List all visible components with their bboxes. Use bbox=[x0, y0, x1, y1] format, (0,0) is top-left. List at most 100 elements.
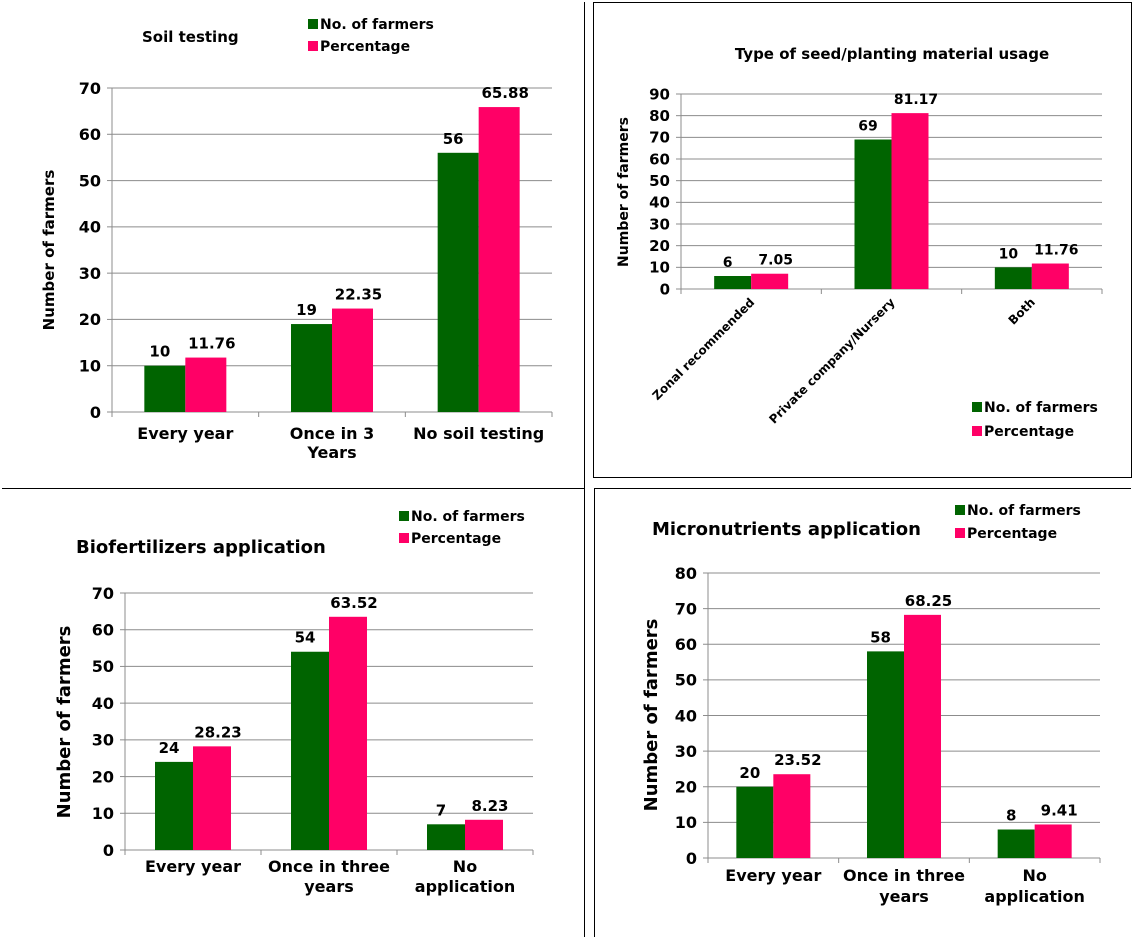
x-category-label: Zonal recommended bbox=[650, 295, 758, 403]
data-label: 24 bbox=[159, 739, 180, 757]
bar-percentage bbox=[193, 746, 231, 850]
bar-no-of-farmers bbox=[997, 829, 1035, 858]
chart-title: Biofertilizers application bbox=[76, 537, 326, 558]
y-tick-label: 0 bbox=[660, 280, 670, 298]
bar-percentage bbox=[329, 616, 367, 850]
data-label: 8 bbox=[1006, 807, 1016, 825]
x-category-label: No bbox=[1022, 866, 1046, 885]
x-category-label: No bbox=[453, 857, 477, 876]
bar-percentage bbox=[478, 107, 520, 413]
y-tick-label: 40 bbox=[649, 194, 670, 212]
y-tick-label: 50 bbox=[675, 671, 697, 690]
y-tick-label: 20 bbox=[649, 237, 670, 255]
x-category-label: Every year bbox=[137, 424, 233, 443]
legend-label: Percentage bbox=[411, 531, 501, 547]
data-label: 58 bbox=[870, 628, 891, 646]
chart-biofertilizers: 0 10 20 30 40 50 60 70 24 28.23 Every year 54 63.52 O… bbox=[2, 488, 585, 937]
chart-micronutrients: 0 10 20 30 40 50 60 70 80 20 23.52 Every year 58 68.2… bbox=[594, 488, 1131, 937]
bar-no-of-farmers bbox=[994, 267, 1032, 289]
bar-no-of-farmers bbox=[291, 324, 332, 412]
chart-title: Type of seed/planting material usage bbox=[735, 45, 1049, 63]
data-label: 8.23 bbox=[471, 797, 508, 815]
x-category-label: Private company/Nursery bbox=[766, 295, 897, 426]
data-label: 56 bbox=[443, 130, 464, 148]
y-tick-label: 80 bbox=[649, 107, 670, 125]
bar-percentage bbox=[1031, 263, 1069, 289]
y-axis-label: Number of farmers bbox=[40, 170, 58, 331]
chart-title: Soil testing bbox=[142, 28, 239, 46]
chart-seed-material: 0 10 20 30 40 50 60 70 80 90 6 7.05 Zonal recommende… bbox=[593, 2, 1132, 478]
bar-no-of-farmers bbox=[427, 824, 465, 850]
y-tick-label: 10 bbox=[92, 804, 114, 823]
data-label: 23.52 bbox=[774, 751, 821, 769]
y-tick-label: 50 bbox=[79, 171, 101, 190]
y-tick-label: 30 bbox=[92, 731, 114, 750]
y-tick-label: 20 bbox=[92, 767, 114, 786]
y-tick-label: 0 bbox=[90, 403, 101, 422]
y-tick-label: 0 bbox=[686, 849, 697, 868]
y-tick-label: 0 bbox=[103, 841, 114, 860]
legend-swatch bbox=[399, 533, 409, 543]
bar-percentage bbox=[1034, 824, 1072, 858]
chart-seed-material-svg: 0 10 20 30 40 50 60 70 80 90 6 7.05 Zonal recommende… bbox=[616, 45, 1103, 440]
legend-label: Percentage bbox=[967, 526, 1057, 542]
bar-no-of-farmers bbox=[736, 786, 774, 858]
bar-percentage bbox=[751, 273, 789, 289]
data-label: 19 bbox=[296, 301, 317, 319]
data-label: 20 bbox=[739, 764, 760, 782]
chart-biofertilizers-svg: 0 10 20 30 40 50 60 70 24 28.23 Every year 54 63.52 O… bbox=[54, 509, 534, 896]
data-label: 63.52 bbox=[330, 594, 377, 612]
legend-label: No. of farmers bbox=[411, 509, 525, 525]
y-axis-label: Number of farmers bbox=[641, 619, 662, 812]
bar-no-of-farmers bbox=[714, 276, 752, 289]
x-category-label: Once in three bbox=[268, 857, 390, 876]
legend-label: No. of farmers bbox=[320, 17, 434, 33]
data-label: 54 bbox=[295, 629, 316, 647]
x-category-label: Years bbox=[306, 443, 356, 462]
x-category-label: Both bbox=[1006, 295, 1038, 327]
y-tick-label: 10 bbox=[675, 813, 697, 832]
data-label: 10 bbox=[149, 343, 170, 361]
bar-percentage bbox=[904, 614, 941, 858]
data-label: 69 bbox=[858, 119, 877, 135]
legend-swatch bbox=[972, 402, 982, 412]
y-tick-label: 60 bbox=[79, 125, 101, 144]
bar-percentage bbox=[332, 308, 373, 412]
y-axis-label: Number of farmers bbox=[616, 117, 632, 267]
y-tick-label: 90 bbox=[649, 85, 670, 103]
y-axis-label: Number of farmers bbox=[54, 626, 75, 819]
data-label: 81.17 bbox=[894, 92, 938, 108]
legend-swatch bbox=[955, 528, 965, 538]
y-tick-label: 50 bbox=[649, 172, 670, 190]
data-label: 10 bbox=[999, 246, 1019, 262]
chart-soil-testing-svg: 0 10 20 30 40 50 60 70 10 11.76 Every year 19 22.35 O… bbox=[40, 17, 553, 462]
y-tick-label: 50 bbox=[92, 657, 114, 676]
legend-swatch bbox=[308, 41, 318, 51]
x-category-label: years bbox=[304, 877, 354, 896]
y-tick-label: 40 bbox=[92, 694, 114, 713]
x-category-label: application bbox=[984, 887, 1084, 906]
y-tick-label: 30 bbox=[79, 264, 101, 283]
y-tick-label: 10 bbox=[649, 259, 670, 277]
y-tick-label: 30 bbox=[649, 215, 670, 233]
y-tick-label: 70 bbox=[675, 599, 697, 618]
x-category-label: years bbox=[879, 887, 929, 906]
legend-swatch bbox=[399, 511, 409, 521]
x-category-label: application bbox=[415, 877, 515, 896]
chart-title: Micronutrients application bbox=[652, 519, 921, 540]
y-tick-label: 70 bbox=[79, 79, 101, 98]
bar-no-of-farmers bbox=[155, 761, 193, 850]
legend-swatch bbox=[972, 426, 982, 436]
y-tick-label: 60 bbox=[92, 620, 114, 639]
y-tick-label: 30 bbox=[675, 742, 697, 761]
bar-percentage bbox=[773, 774, 811, 858]
x-category-label: Once in 3 bbox=[290, 424, 374, 443]
y-tick-label: 10 bbox=[79, 356, 101, 375]
x-category-label: Once in three bbox=[843, 866, 965, 885]
legend-label: No. of farmers bbox=[984, 400, 1098, 416]
data-label: 6 bbox=[723, 255, 733, 271]
data-label: 65.88 bbox=[481, 84, 528, 102]
data-label: 9.41 bbox=[1041, 801, 1078, 819]
bar-no-of-farmers bbox=[291, 651, 329, 850]
y-tick-label: 40 bbox=[675, 706, 697, 725]
